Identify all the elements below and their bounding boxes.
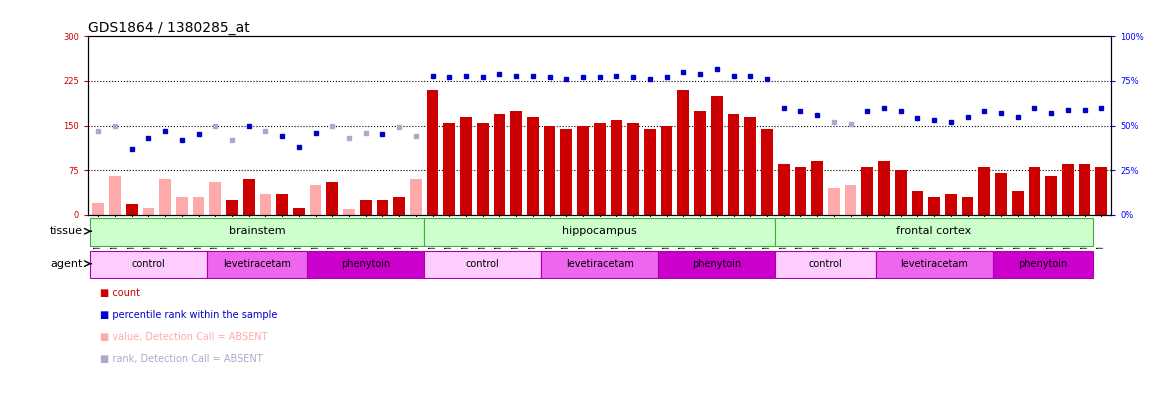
Bar — [577, 126, 589, 215]
Bar — [1095, 167, 1107, 215]
Bar — [744, 117, 756, 215]
Text: agent: agent — [49, 259, 82, 269]
Bar — [561, 128, 573, 215]
Bar — [410, 179, 422, 215]
Bar — [293, 207, 305, 215]
Bar — [89, 218, 425, 245]
Bar — [327, 182, 339, 215]
Bar — [510, 111, 522, 215]
Bar — [878, 161, 890, 215]
Bar — [393, 197, 405, 215]
Bar — [209, 182, 221, 215]
Bar — [775, 251, 876, 278]
Bar — [644, 128, 656, 215]
Bar — [142, 207, 154, 215]
Bar — [844, 185, 856, 215]
Bar — [109, 176, 121, 215]
Bar — [527, 117, 539, 215]
Bar — [176, 197, 188, 215]
Text: ■ rank, Detection Call = ABSENT: ■ rank, Detection Call = ABSENT — [100, 354, 262, 364]
Bar — [93, 203, 105, 215]
Text: phenytoin: phenytoin — [693, 259, 741, 269]
Text: brainstem: brainstem — [229, 226, 286, 236]
Text: ■ value, Detection Call = ABSENT: ■ value, Detection Call = ABSENT — [100, 332, 267, 342]
Text: GDS1864 / 1380285_at: GDS1864 / 1380285_at — [88, 21, 250, 35]
Text: ■ percentile rank within the sample: ■ percentile rank within the sample — [100, 310, 278, 320]
Text: control: control — [809, 259, 842, 269]
Bar — [1011, 191, 1023, 215]
Bar — [694, 111, 706, 215]
Bar — [946, 194, 957, 215]
Bar — [1029, 167, 1041, 215]
Bar — [443, 123, 455, 215]
Bar — [711, 96, 722, 215]
Text: hippocampus: hippocampus — [562, 226, 637, 236]
Bar — [777, 164, 789, 215]
Bar — [895, 170, 907, 215]
Bar — [425, 251, 541, 278]
Bar — [876, 251, 993, 278]
Bar — [728, 114, 740, 215]
Bar — [543, 126, 555, 215]
Bar — [309, 185, 321, 215]
Bar — [928, 197, 940, 215]
Bar — [276, 194, 288, 215]
Bar — [993, 251, 1093, 278]
Bar — [307, 251, 425, 278]
Bar — [962, 197, 974, 215]
Bar — [861, 167, 873, 215]
Bar — [995, 173, 1007, 215]
Bar — [360, 200, 372, 215]
Bar — [911, 191, 923, 215]
Bar — [425, 218, 775, 245]
Bar — [659, 251, 775, 278]
Bar — [159, 179, 171, 215]
Bar — [795, 167, 807, 215]
Bar — [226, 200, 238, 215]
Bar — [242, 179, 254, 215]
Bar — [477, 123, 488, 215]
Bar — [541, 251, 659, 278]
Bar — [1078, 164, 1090, 215]
Text: phenytoin: phenytoin — [341, 259, 390, 269]
Text: frontal cortex: frontal cortex — [896, 226, 971, 236]
Text: ■ count: ■ count — [100, 288, 140, 298]
Bar — [1062, 164, 1074, 215]
Bar — [193, 197, 205, 215]
Bar — [978, 167, 990, 215]
Text: levetiracetam: levetiracetam — [566, 259, 634, 269]
Bar — [610, 119, 622, 215]
Bar — [627, 123, 639, 215]
Text: phenytoin: phenytoin — [1018, 259, 1068, 269]
Bar — [811, 161, 823, 215]
Text: levetiracetam: levetiracetam — [223, 259, 290, 269]
Text: control: control — [466, 259, 500, 269]
Bar — [460, 117, 472, 215]
Text: tissue: tissue — [49, 226, 82, 236]
Bar — [207, 251, 307, 278]
Bar — [376, 200, 388, 215]
Bar — [260, 194, 272, 215]
Bar — [494, 114, 506, 215]
Text: levetiracetam: levetiracetam — [900, 259, 968, 269]
Bar — [761, 128, 773, 215]
Bar — [594, 123, 606, 215]
Bar — [828, 188, 840, 215]
Bar — [126, 204, 138, 215]
Bar — [1045, 176, 1057, 215]
Bar — [775, 218, 1093, 245]
Bar — [343, 209, 355, 215]
Bar — [89, 251, 207, 278]
Bar — [677, 90, 689, 215]
Bar — [427, 90, 439, 215]
Text: control: control — [132, 259, 166, 269]
Bar — [661, 126, 673, 215]
